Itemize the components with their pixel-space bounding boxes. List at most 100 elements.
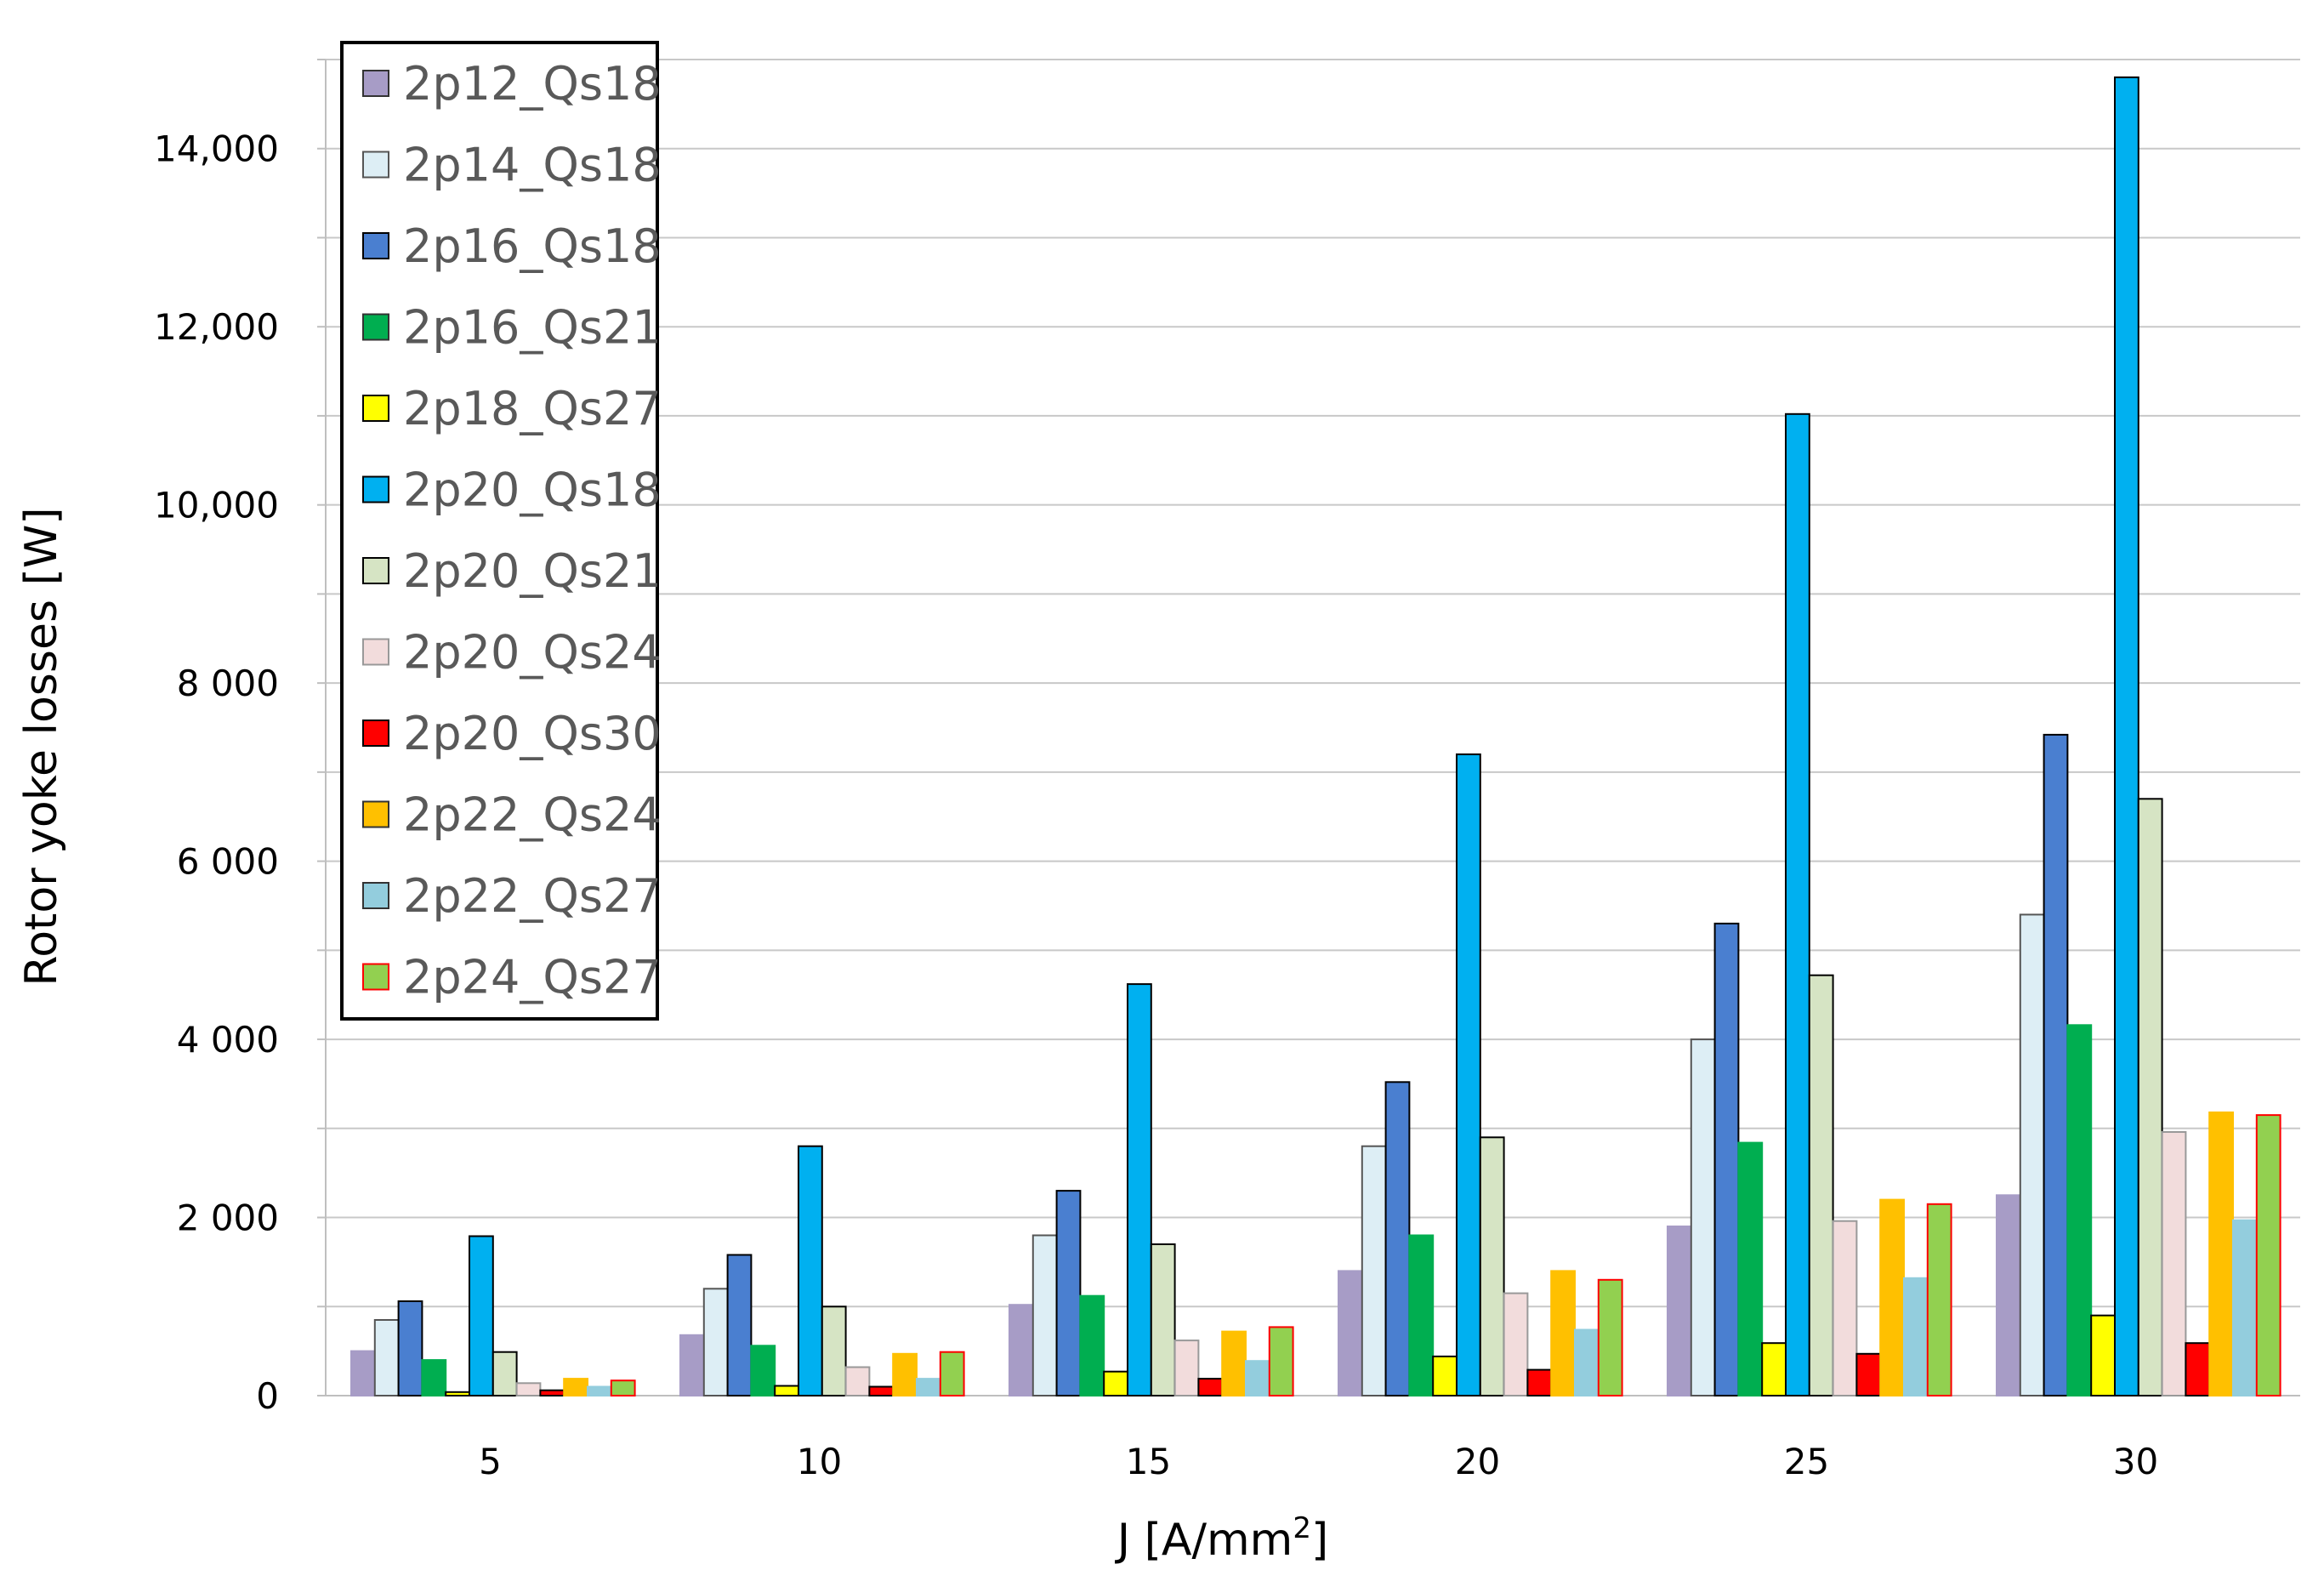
legend-label: 2p24_Qs27: [403, 951, 662, 1004]
legend-swatch: [362, 963, 389, 991]
bar-2p14_qs18-j15: [1031, 1234, 1058, 1396]
bar-2p18_qs27-j5: [445, 1391, 471, 1397]
x-axis-ticks: 5 10 15 20 25 30: [479, 1441, 2158, 1482]
legend-label: 2p22_Qs24: [403, 788, 662, 842]
legend-label: 2p22_Qs27: [403, 869, 662, 923]
x-tick-label: 5: [479, 1441, 502, 1482]
bar-2p22_qs27-j30: [2232, 1219, 2258, 1396]
bar-2p14_qs18-j10: [702, 1288, 729, 1397]
bar-2p12_qs18-j30: [1996, 1194, 2021, 1397]
legend-swatch: [362, 151, 389, 179]
bar-2p16_qs21-j10: [750, 1345, 776, 1397]
bar-2p22_qs27-j20: [1574, 1328, 1600, 1396]
bar-2p20_qs21-j5: [492, 1351, 518, 1396]
x-axis-title: J [A/mm2]: [1115, 1511, 1329, 1566]
bar-2p22_qs27-j25: [1903, 1277, 1929, 1397]
x-tick-label: 20: [1455, 1441, 1500, 1482]
bar-2p14_qs18-j20: [1361, 1145, 1387, 1396]
bar-2p20_qs30-j15: [1197, 1378, 1224, 1396]
bar-series: [350, 76, 2281, 1397]
legend-label: 2p20_Qs30: [403, 707, 662, 760]
bar-2p12_qs18-j25: [1667, 1226, 1692, 1396]
bar-2p22_qs24-j10: [892, 1352, 918, 1397]
bar-2p16_qs21-j5: [421, 1359, 447, 1396]
bar-2p20_qs21-j25: [1808, 974, 1834, 1396]
bar-2p18_qs27-j15: [1103, 1370, 1128, 1396]
x-tick-label: 10: [797, 1441, 842, 1482]
legend-label: 2p16_Qs18: [403, 219, 662, 273]
legend-label: 2p12_Qs18: [403, 57, 662, 111]
bar-2p24_qs27-j25: [1926, 1203, 1952, 1397]
legend-swatch: [362, 638, 389, 666]
bar-2p20_qs18-j30: [2114, 76, 2139, 1396]
bar-2p18_qs27-j30: [2090, 1314, 2116, 1396]
legend-label: 2p16_Qs21: [403, 301, 662, 355]
y-axis-ticks: 0 2 000 4 000 6 000 8 000 10,000 12,000 14,000: [154, 128, 279, 1417]
y-tick-label: 0: [256, 1375, 279, 1417]
bar-2p20_qs21-j10: [821, 1305, 847, 1397]
bar-2p16_qs21-j30: [2066, 1024, 2093, 1397]
bar-2p16_qs21-j15: [1079, 1294, 1105, 1396]
bar-2p14_qs18-j25: [1690, 1038, 1716, 1396]
bar-2p18_qs27-j10: [774, 1385, 800, 1396]
bar-2p20_qs30-j20: [1526, 1368, 1553, 1396]
x-tick-label: 15: [1126, 1441, 1171, 1482]
bar-2p20_qs30-j10: [868, 1385, 895, 1396]
bar-2p22_qs27-j15: [1245, 1360, 1270, 1396]
bar-2p22_qs24-j25: [1879, 1198, 1905, 1396]
bar-2p20_qs18-j15: [1127, 983, 1152, 1396]
legend-swatch: [362, 232, 389, 259]
bar-2p16_qs18-j30: [2043, 733, 2069, 1396]
y-tick-label: 6 000: [177, 841, 279, 883]
bar-2p20_qs24-j30: [2161, 1131, 2187, 1396]
legend-swatch: [362, 70, 389, 97]
x-axis-title-main: J [A/mm: [1115, 1515, 1293, 1566]
x-tick-label: 25: [1784, 1441, 1829, 1482]
legend-swatch: [362, 800, 389, 828]
legend-label: 2p20_Qs21: [403, 544, 662, 598]
bar-2p16_qs18-j20: [1384, 1081, 1411, 1397]
bar-2p18_qs27-j25: [1761, 1342, 1787, 1396]
bar-2p20_qs30-j30: [2185, 1342, 2211, 1396]
bar-2p16_qs21-j25: [1737, 1141, 1764, 1396]
bar-2p20_qs30-j5: [539, 1389, 565, 1396]
bar-2p20_qs30-j25: [1855, 1352, 1882, 1397]
bar-2p20_qs24-j25: [1832, 1220, 1858, 1396]
legend-box: [340, 41, 659, 1021]
legend-swatch: [362, 720, 389, 747]
bar-2p24_qs27-j30: [2255, 1114, 2281, 1396]
bar-2p22_qs24-j20: [1550, 1270, 1576, 1397]
bar-2p16_qs18-j5: [397, 1300, 423, 1396]
y-tick-label: 2 000: [177, 1197, 279, 1239]
bar-2p22_qs24-j15: [1221, 1330, 1247, 1396]
bar-2p12_qs18-j5: [350, 1350, 376, 1396]
bar-2p16_qs18-j15: [1055, 1190, 1082, 1396]
bar-2p22_qs24-j5: [563, 1378, 589, 1396]
bar-2p22_qs24-j30: [2208, 1111, 2234, 1397]
bar-2p20_qs18-j10: [798, 1145, 823, 1396]
bar-2p16_qs18-j25: [1713, 922, 1740, 1396]
bar-2p12_qs18-j15: [1009, 1304, 1034, 1396]
legend-label: 2p14_Qs18: [403, 139, 662, 192]
y-tick-label: 14,000: [154, 128, 279, 170]
bar-2p16_qs18-j10: [726, 1254, 753, 1396]
bar-2p20_qs21-j20: [1479, 1136, 1505, 1397]
bar-2p20_qs18-j20: [1456, 753, 1481, 1396]
x-axis-title-end: ]: [1311, 1515, 1328, 1566]
bar-2p20_qs24-j10: [844, 1366, 871, 1396]
bar-2p20_qs24-j5: [515, 1382, 542, 1397]
bar-2p20_qs24-j20: [1503, 1292, 1529, 1396]
bar-2p20_qs21-j30: [2137, 798, 2163, 1396]
y-tick-label: 4 000: [177, 1019, 279, 1061]
legend-label: 2p20_Qs24: [403, 626, 662, 680]
bar-2p12_qs18-j10: [679, 1334, 705, 1397]
bar-2p20_qs24-j15: [1173, 1340, 1200, 1396]
bar-2p24_qs27-j20: [1597, 1278, 1623, 1397]
legend: 2p12_Qs18 2p14_Qs18 2p16_Qs18 2p16_Qs21 2p18…: [340, 41, 662, 1021]
y-tick-label: 8 000: [177, 663, 279, 704]
x-tick-label: 30: [2113, 1441, 2158, 1482]
bar-2p20_qs18-j25: [1785, 412, 1810, 1396]
bar-2p14_qs18-j5: [373, 1319, 400, 1396]
bar-2p24_qs27-j10: [939, 1351, 965, 1396]
